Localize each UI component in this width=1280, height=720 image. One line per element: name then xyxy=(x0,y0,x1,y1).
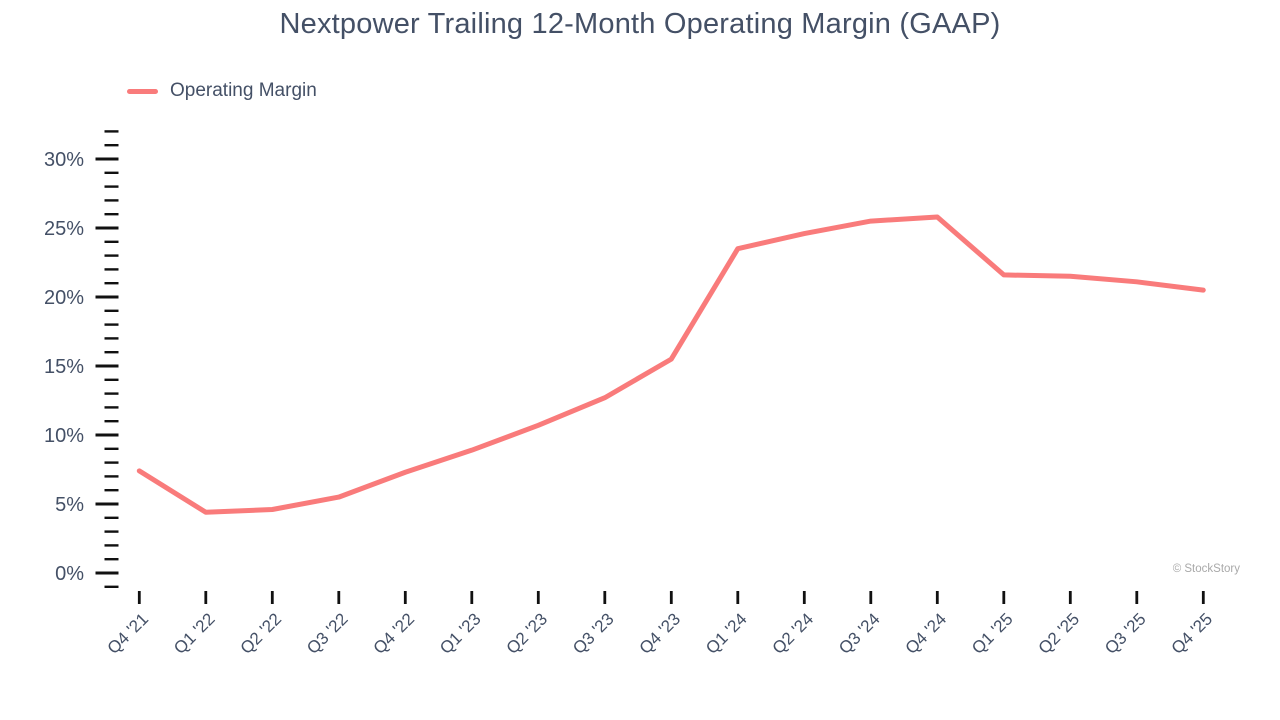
svg-text:20%: 20% xyxy=(44,287,84,309)
svg-text:Q4 '24: Q4 '24 xyxy=(902,609,950,657)
svg-text:Q3 '23: Q3 '23 xyxy=(569,609,617,657)
svg-text:Q2 '22: Q2 '22 xyxy=(237,609,285,657)
svg-text:Q4 '21: Q4 '21 xyxy=(104,609,152,657)
svg-text:10%: 10% xyxy=(44,425,84,447)
x-axis-ticks xyxy=(137,591,1205,604)
svg-text:15%: 15% xyxy=(44,356,84,378)
svg-text:Q1 '22: Q1 '22 xyxy=(170,609,218,657)
x-axis-labels: Q4 '21 Q1 '22 Q2 '22 Q3 '22 Q4 '22 Q1 '23 Q2 '… xyxy=(104,609,1216,657)
legend: Operating Margin xyxy=(127,80,317,102)
legend-label: Operating Margin xyxy=(170,80,317,101)
svg-text:Q4 '23: Q4 '23 xyxy=(636,609,684,657)
svg-text:Q1 '23: Q1 '23 xyxy=(436,609,484,657)
svg-text:30%: 30% xyxy=(44,149,84,171)
svg-text:Q4 '25: Q4 '25 xyxy=(1168,609,1216,657)
legend-line-swatch-icon xyxy=(127,88,158,94)
svg-text:25%: 25% xyxy=(44,218,84,240)
chart-title: Nextpower Trailing 12-Month Operating Ma… xyxy=(279,8,1001,40)
svg-text:Q2 '23: Q2 '23 xyxy=(503,609,551,657)
y-axis-ticks xyxy=(95,130,119,588)
svg-text:Q2 '24: Q2 '24 xyxy=(769,609,817,657)
svg-text:5%: 5% xyxy=(55,494,84,516)
watermark: © StockStory xyxy=(1172,563,1240,575)
svg-text:Q3 '22: Q3 '22 xyxy=(303,609,351,657)
svg-text:0%: 0% xyxy=(55,563,84,585)
svg-text:Q1 '24: Q1 '24 xyxy=(702,609,750,657)
svg-text:Q3 '25: Q3 '25 xyxy=(1101,609,1149,657)
svg-text:Q4 '22: Q4 '22 xyxy=(370,609,418,657)
svg-text:Q2 '25: Q2 '25 xyxy=(1035,609,1083,657)
operating-margin-line xyxy=(136,214,1206,515)
y-axis-labels: 0% 5% 10% 15% 20% 25% 30% xyxy=(44,149,84,585)
svg-text:Q1 '25: Q1 '25 xyxy=(968,609,1016,657)
svg-text:Q3 '24: Q3 '24 xyxy=(835,609,883,657)
